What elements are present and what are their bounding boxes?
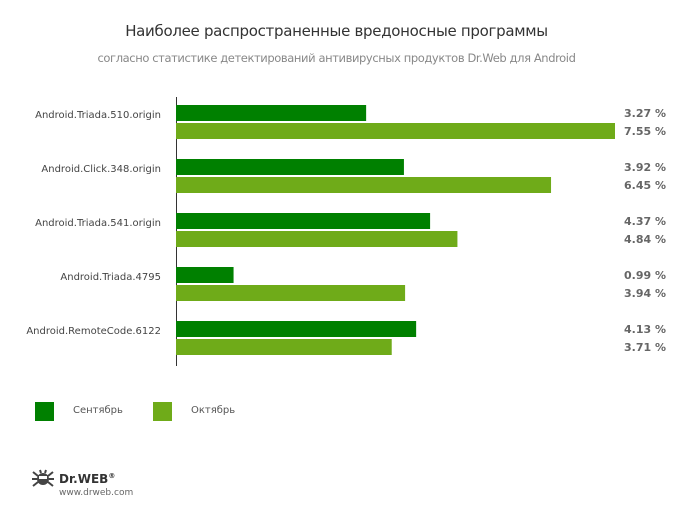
- bar-september: [176, 105, 367, 121]
- value-label: 3.92 %: [624, 161, 666, 174]
- value-label: 3.94 %: [624, 287, 666, 300]
- bar-chart: Android.Triada.510.origin 3.27 % 7.55 % And…: [26, 97, 666, 366]
- bar-october: [176, 339, 392, 355]
- drweb-spider-logo-icon: [32, 469, 54, 487]
- legend-swatch-september: [35, 402, 54, 421]
- brand-text: Dr.WEB: [59, 472, 109, 486]
- value-label: 3.71 %: [624, 341, 666, 354]
- value-label: 4.13 %: [624, 323, 666, 336]
- bar-october: [176, 231, 458, 247]
- value-label: 7.55 %: [624, 125, 666, 138]
- category-label: Android.Triada.541.origin: [35, 218, 161, 229]
- category-label: Android.RemoteCode.6122: [26, 326, 161, 337]
- category-label: Android.Triada.4795: [60, 272, 161, 283]
- bar-september: [176, 213, 431, 229]
- value-label: 6.45 %: [624, 179, 666, 192]
- value-label: 3.27 %: [624, 107, 666, 120]
- bar-october: [176, 285, 406, 301]
- bar-october: [176, 177, 552, 193]
- category-label: Android.Click.348.origin: [41, 164, 161, 175]
- bar-september: [176, 159, 404, 175]
- value-label: 0.99 %: [624, 269, 666, 282]
- legend-label-october: Октябрь: [191, 405, 236, 416]
- bar-october: [176, 123, 615, 139]
- legend-swatch-october: [153, 402, 172, 421]
- registered-mark: ®: [108, 472, 116, 480]
- bar-september: [176, 321, 417, 337]
- bar-september: [176, 267, 234, 283]
- category-label: Android.Triada.510.origin: [35, 110, 161, 121]
- value-label: 4.84 %: [624, 233, 666, 246]
- chart-title: Наиболее распространенные вредоносные пр…: [125, 22, 548, 40]
- legend-label-september: Сентябрь: [73, 405, 123, 416]
- brand-url[interactable]: www.drweb.com: [59, 488, 134, 498]
- brand-name: Dr.WEB®: [59, 472, 115, 486]
- value-label: 4.37 %: [624, 215, 666, 228]
- chart-subtitle: согласно статистике детектирований антив…: [97, 51, 576, 65]
